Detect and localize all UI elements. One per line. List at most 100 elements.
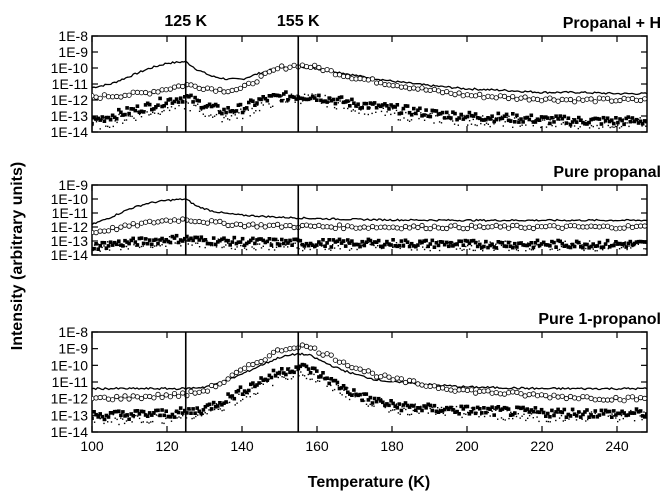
- data-point: [495, 409, 497, 411]
- data-point: [347, 242, 349, 244]
- y-tick-label: 1E-9: [58, 341, 88, 357]
- data-point: [455, 242, 459, 246]
- data-point: [522, 94, 528, 100]
- data-point: [571, 99, 578, 105]
- data-point: [110, 397, 116, 403]
- data-point: [339, 241, 344, 245]
- data-point: [221, 409, 223, 412]
- data-point: [511, 412, 515, 417]
- data-point: [592, 125, 594, 128]
- data-point: [337, 95, 342, 100]
- data-point: [558, 410, 562, 414]
- data-point: [270, 349, 277, 355]
- data-point: [385, 239, 389, 244]
- data-point: [538, 420, 540, 423]
- data-point: [101, 246, 103, 249]
- data-point: [589, 244, 593, 249]
- data-point: [228, 109, 232, 114]
- data-point: [219, 239, 221, 242]
- data-point: [540, 242, 542, 244]
- data-point: [645, 415, 647, 417]
- data-point: [449, 116, 453, 120]
- data-point: [564, 240, 566, 242]
- data-point: [95, 121, 98, 123]
- data-point: [123, 414, 127, 418]
- data-point: [134, 223, 140, 229]
- data-point: [500, 115, 503, 117]
- data-point: [302, 244, 307, 248]
- data-point: [138, 246, 141, 249]
- data-point: [437, 240, 439, 242]
- data-point: [327, 96, 331, 100]
- data-point: [277, 95, 279, 98]
- data-point: [352, 393, 354, 395]
- data-point: [286, 367, 290, 371]
- data-point: [144, 110, 146, 112]
- data-point: [547, 244, 549, 247]
- data-point: [174, 97, 179, 101]
- data-point: [322, 99, 324, 102]
- data-point: [346, 99, 350, 103]
- data-point: [121, 244, 125, 248]
- data-point: [440, 406, 443, 409]
- data-point: [642, 223, 647, 229]
- data-point: [401, 403, 406, 407]
- data-point: [632, 411, 634, 413]
- data-point: [208, 115, 210, 117]
- data-point: [399, 239, 404, 243]
- data-point: [287, 246, 289, 248]
- data-point: [387, 242, 391, 246]
- data-point: [538, 392, 545, 398]
- data-point: [572, 118, 577, 122]
- data-point: [121, 113, 125, 117]
- data-point: [525, 419, 527, 422]
- data-point: [585, 120, 587, 122]
- data-point: [409, 403, 414, 408]
- data-point: [285, 377, 287, 380]
- data-point: [352, 101, 356, 105]
- data-point: [482, 118, 486, 122]
- data-point: [588, 96, 594, 102]
- data-point: [254, 224, 260, 230]
- data-point: [618, 411, 622, 416]
- data-point: [547, 420, 549, 423]
- data-point: [636, 121, 641, 125]
- data-point: [92, 121, 94, 126]
- data-point: [614, 413, 618, 417]
- data-point: [480, 122, 482, 125]
- data-point: [477, 388, 483, 394]
- data-point: [519, 241, 521, 243]
- data-point: [275, 246, 278, 248]
- data-point: [146, 111, 148, 113]
- data-point: [189, 236, 193, 241]
- data-point: [251, 381, 255, 385]
- data-point: [280, 98, 284, 103]
- data-point: [546, 116, 550, 120]
- data-point: [405, 111, 407, 114]
- data-point: [493, 222, 499, 228]
- data-point: [279, 63, 285, 69]
- data-point: [281, 242, 283, 245]
- data-point: [197, 242, 199, 244]
- data-point: [365, 104, 368, 106]
- data-point: [482, 406, 486, 410]
- data-point: [328, 378, 330, 380]
- data-point: [576, 96, 582, 102]
- data-point: [527, 242, 532, 247]
- data-point: [510, 389, 516, 395]
- data-point: [435, 242, 437, 244]
- data-point: [410, 249, 413, 251]
- data-point: [137, 412, 142, 416]
- data-point: [163, 217, 169, 223]
- data-point: [197, 414, 199, 416]
- data-point: [581, 118, 583, 121]
- data-point: [535, 117, 540, 121]
- data-point: [135, 409, 140, 413]
- data-point: [288, 98, 291, 101]
- data-point: [345, 74, 351, 80]
- data-point: [265, 98, 270, 103]
- data-point: [560, 241, 565, 246]
- data-point: [579, 118, 583, 122]
- data-point: [112, 409, 117, 414]
- data-point: [577, 115, 581, 120]
